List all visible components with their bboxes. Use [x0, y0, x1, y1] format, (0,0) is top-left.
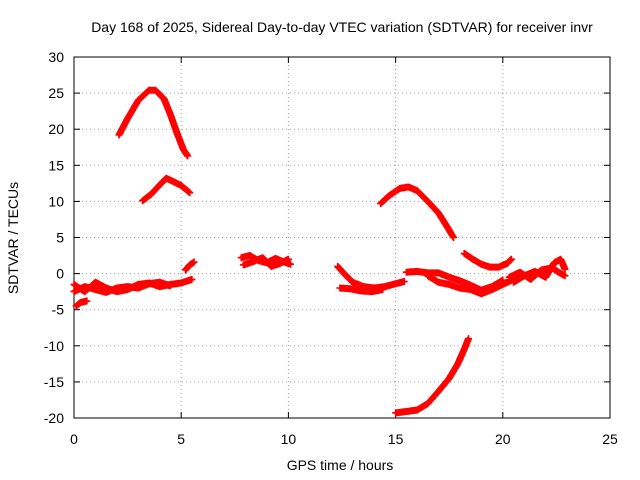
- data-markers-arc-14: [460, 249, 515, 271]
- data-markers-arc-11: [377, 183, 457, 241]
- y-tick-label: 5: [56, 230, 64, 246]
- data-series-arc-4: [115, 86, 192, 160]
- data-series-arc-15: [392, 335, 472, 417]
- data-markers: [70, 86, 569, 417]
- x-tick-label: 25: [602, 431, 618, 447]
- x-tick-label: 0: [70, 431, 78, 447]
- data-series-arc-2: [70, 278, 174, 296]
- y-tick-label: 20: [48, 121, 64, 137]
- data-markers-arc-10: [336, 284, 387, 296]
- x-tick-label: 5: [177, 431, 185, 447]
- x-tick-label: 20: [495, 431, 511, 447]
- data-series-arc-6: [182, 258, 198, 274]
- y-tick-label: 30: [48, 49, 64, 65]
- data-series-arc-10: [336, 284, 387, 296]
- data-markers-arc-8: [239, 254, 292, 270]
- y-axis-label: SDTVAR / TECUs: [5, 182, 21, 294]
- x-tick-label: 10: [281, 431, 297, 447]
- y-tick-label: 10: [48, 193, 64, 209]
- data-series-arc-14: [460, 249, 515, 271]
- y-tick-label: 0: [56, 266, 64, 282]
- y-tick-label: -10: [44, 338, 64, 354]
- y-tick-label: -5: [52, 302, 65, 318]
- data-series-arc-11: [377, 183, 457, 241]
- y-tick-label: 25: [48, 85, 64, 101]
- data-series-arc-13: [424, 272, 517, 298]
- data-markers-arc-4: [115, 86, 192, 160]
- y-tick-label: -15: [44, 374, 64, 390]
- data-series-arc-5: [139, 174, 194, 205]
- axis-ticks: 0 5 10 15 20 25 -20 -15 -10 -5 0 5 10 15 20 25 30: [44, 49, 618, 447]
- data-series-arc-3: [72, 297, 91, 310]
- data-markers-arc-5: [139, 174, 194, 205]
- data-series-arc-8: [239, 254, 292, 270]
- chart-title: Day 168 of 2025, Sidereal Day-to-day VTE…: [91, 19, 593, 35]
- y-tick-label: -20: [44, 410, 64, 426]
- x-axis-label: GPS time / hours: [287, 457, 394, 473]
- x-tick-label: 15: [388, 431, 404, 447]
- data-markers-arc-3: [72, 297, 91, 310]
- data-series-arc-17: [510, 255, 569, 286]
- grid: [74, 57, 610, 418]
- data-markers-arc-6: [182, 258, 198, 274]
- data-markers-arc-2: [70, 278, 174, 296]
- data-markers-arc-15: [392, 335, 472, 417]
- data-markers-arc-17: [510, 255, 569, 286]
- y-tick-label: 15: [48, 157, 64, 173]
- data-markers-arc-13: [424, 272, 517, 298]
